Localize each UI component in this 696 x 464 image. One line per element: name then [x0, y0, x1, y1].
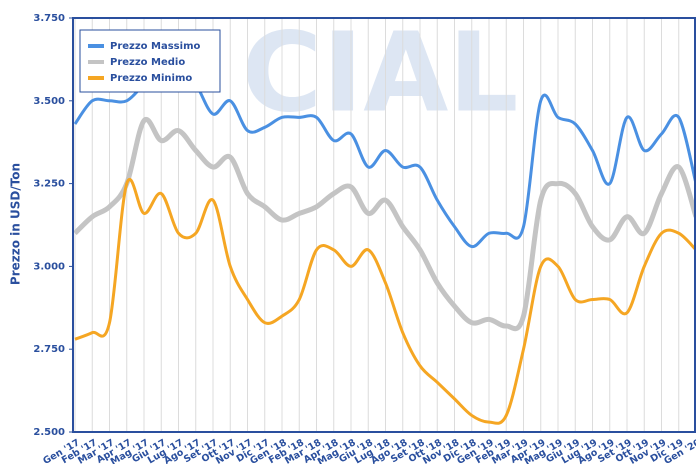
legend-label: Prezzo Massimo	[110, 41, 200, 52]
y-tick-label: 3.250	[33, 179, 65, 190]
y-tick-label: 3.000	[33, 261, 65, 272]
legend-label: Prezzo Medio	[110, 57, 185, 68]
y-tick-label: 3.500	[33, 96, 65, 107]
y-tick-label: 3.750	[33, 13, 65, 24]
plot-border	[72, 17, 696, 433]
series-line	[74, 178, 696, 425]
y-tick-label: 2.500	[33, 427, 65, 438]
watermark: CIAL	[242, 8, 519, 136]
series-line	[73, 116, 696, 332]
y-tick-label: 2.750	[33, 344, 65, 355]
legend-label: Prezzo Minimo	[110, 73, 192, 84]
y-axis-label: Prezzo in USD/Ton	[9, 163, 23, 285]
